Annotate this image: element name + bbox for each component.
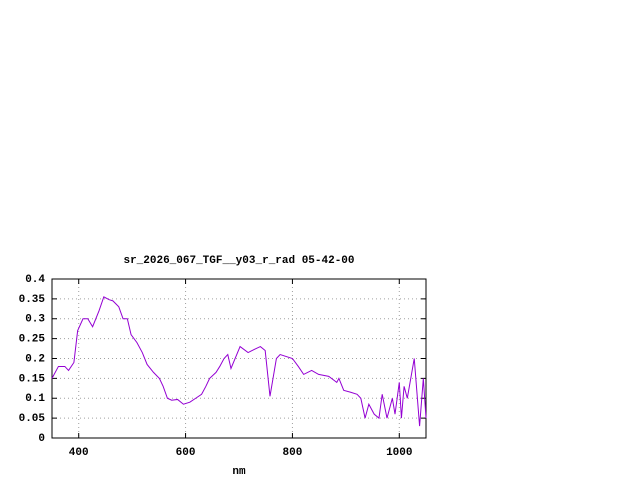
y-tick-label: 0: [38, 433, 45, 445]
y-tick-label: 0.2: [25, 353, 45, 365]
x-tick-label: 400: [69, 447, 89, 459]
x-tick-label: 600: [176, 447, 196, 459]
y-tick-label: 0.1: [25, 393, 45, 405]
line-series: [51, 296, 427, 427]
y-tick-label: 0.35: [19, 294, 46, 306]
y-tick-label: 0.4: [25, 274, 45, 286]
x-tick-label: 800: [283, 447, 303, 459]
x-tick-label: 1000: [386, 447, 412, 459]
y-tick-label: 0.15: [19, 373, 46, 385]
y-tick-label: 0.05: [19, 413, 46, 425]
y-tick-label: 0.3: [25, 314, 45, 326]
y-tick-label: 0.25: [19, 334, 46, 346]
plot-border: [51, 278, 427, 439]
chart-title: sr_2026_067_TGF__y03_r_rad 05-42-00: [123, 255, 354, 267]
x-axis-label: nm: [232, 466, 246, 478]
